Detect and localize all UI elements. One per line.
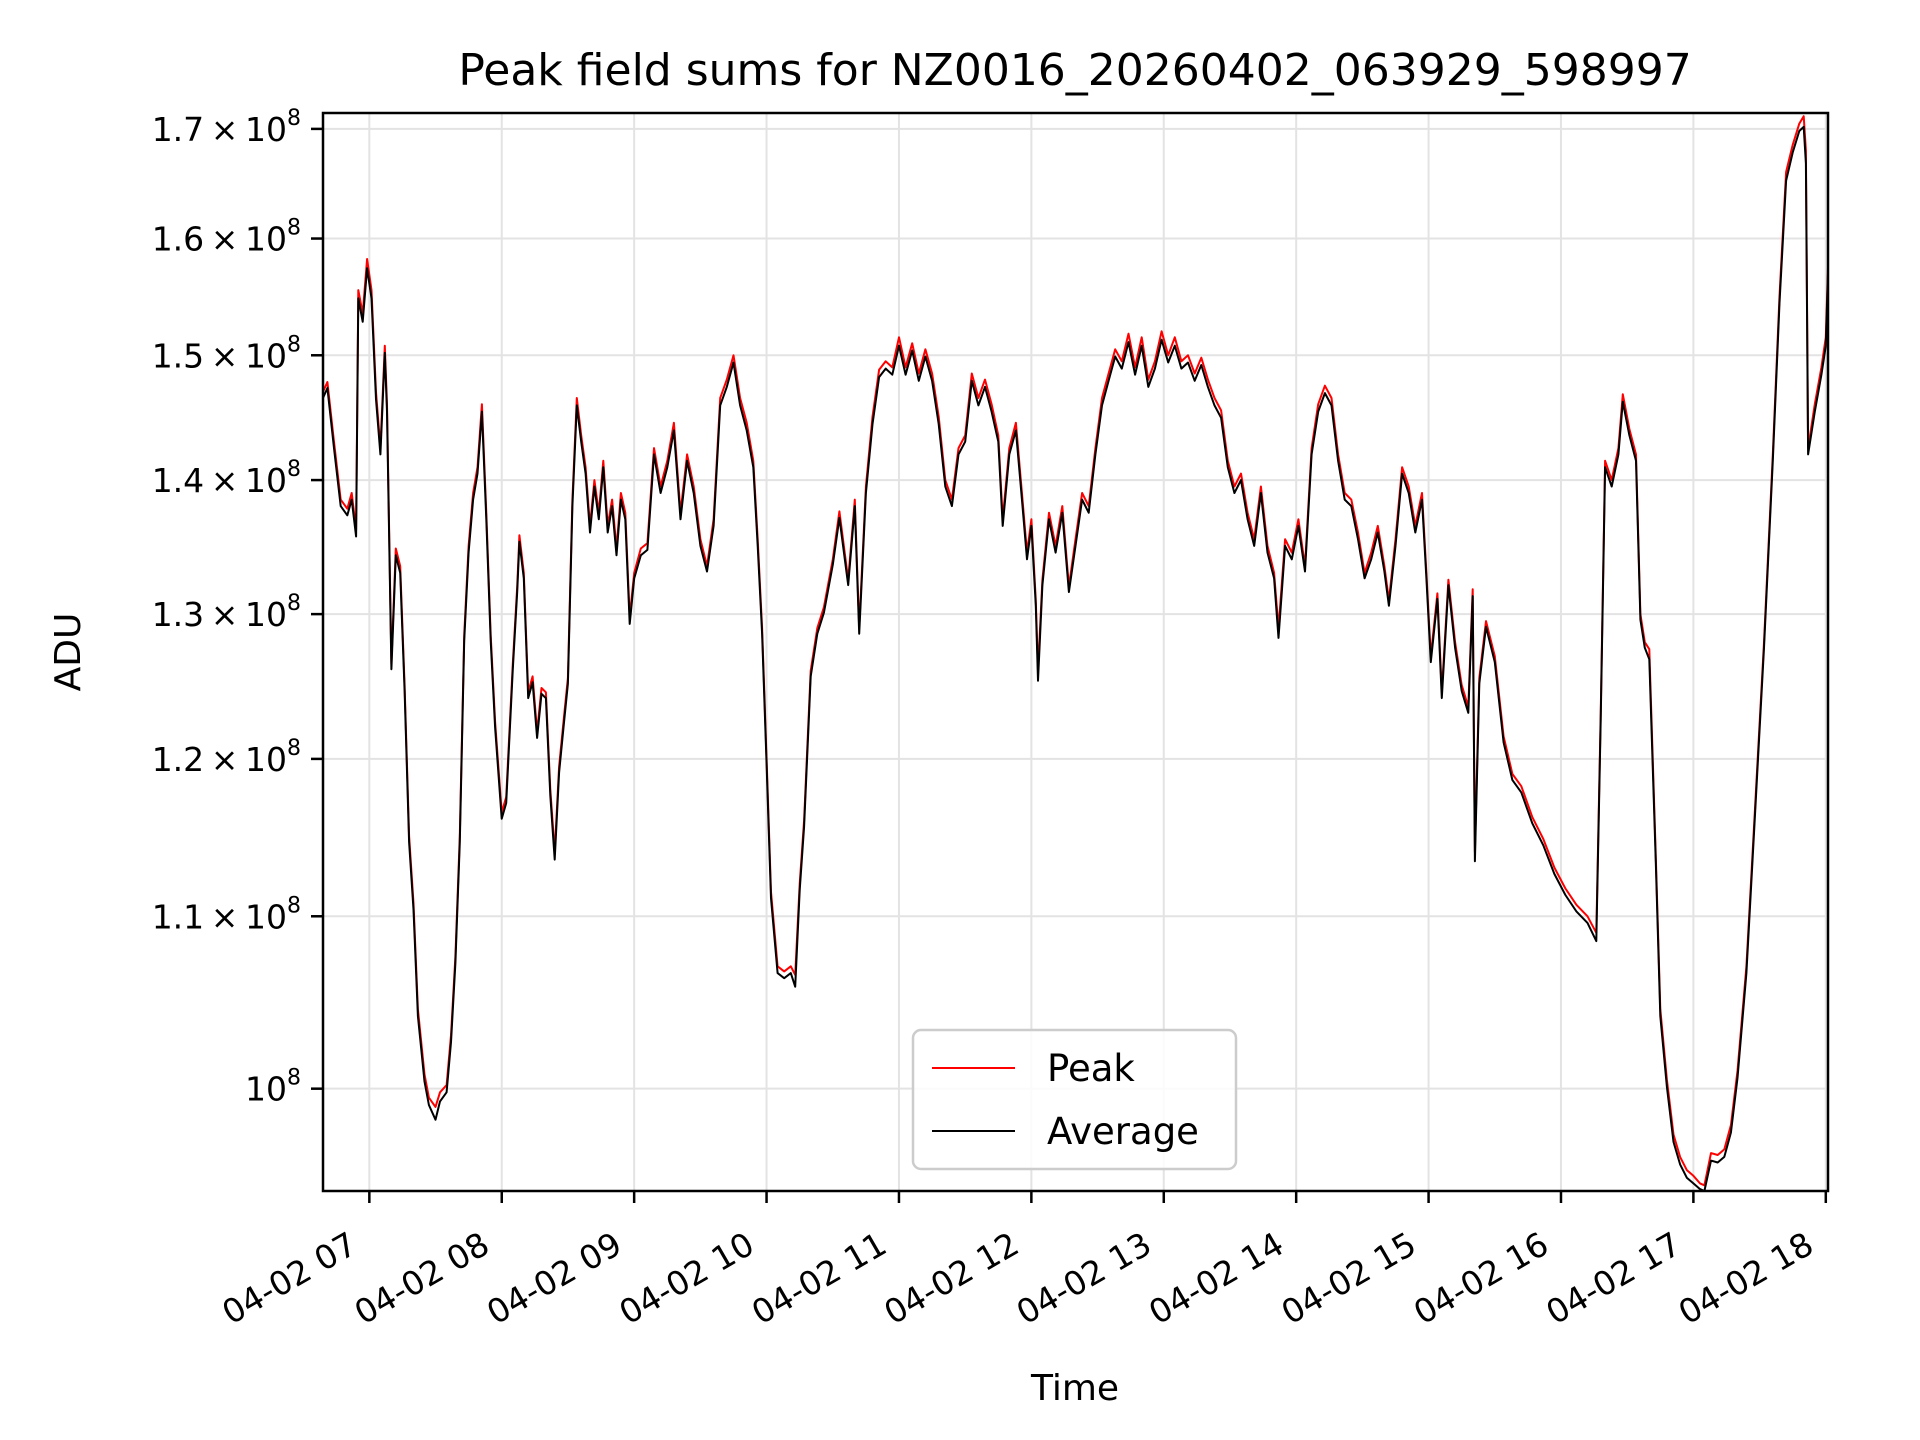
y-tick-label: 108 <box>245 1066 301 1109</box>
plot-frame <box>321 111 1830 1193</box>
series-line-average <box>323 125 1828 1191</box>
legend-label-peak: Peak <box>1047 1047 1135 1090</box>
y-tick-label: 1.1 × 108 <box>152 893 301 936</box>
series-layer <box>323 115 1828 1191</box>
y-axis-label: ADU <box>48 613 89 692</box>
legend-label-average: Average <box>1047 1110 1199 1153</box>
grid <box>323 113 1828 1191</box>
legend: Peak Average <box>911 1028 1238 1171</box>
chart-title: Peak field sums for NZ0016_20260402_0639… <box>458 45 1691 96</box>
y-tick-label: 1.7 × 108 <box>152 106 301 149</box>
y-tick-label: 1.6 × 108 <box>152 216 301 259</box>
y-tick-label: 1.4 × 108 <box>152 457 301 500</box>
y-tick-label: 1.5 × 108 <box>152 332 301 375</box>
legend-box <box>911 1028 1238 1171</box>
x-axis-label: Time <box>1030 1368 1119 1409</box>
y-tick-label: 1.2 × 108 <box>152 736 301 779</box>
y-tick-label: 1.3 × 108 <box>152 591 301 634</box>
